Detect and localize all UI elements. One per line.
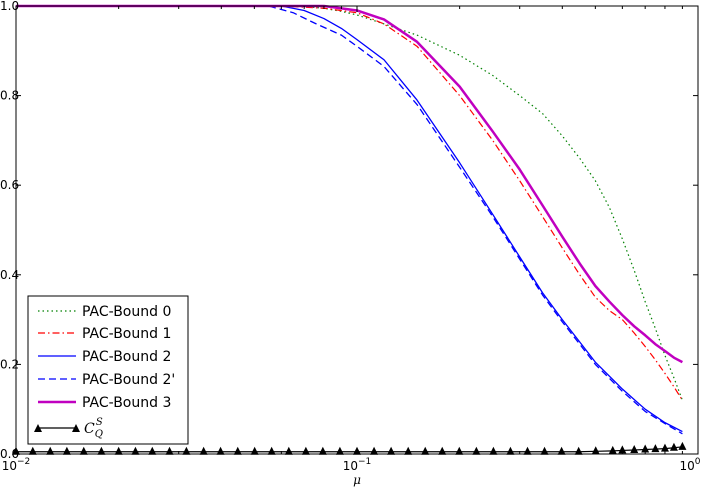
series-5-marker-35 (608, 445, 617, 454)
series-5-marker-32 (557, 446, 566, 455)
series-line-4 (16, 4, 683, 364)
series-5-marker-9 (165, 446, 174, 455)
series-5-marker-38 (641, 444, 650, 453)
series-5-marker-4 (79, 446, 88, 455)
legend-label-0: PAC-Bound 0 (82, 304, 171, 320)
series-5-marker-42 (678, 441, 687, 450)
series-5-marker-28 (489, 446, 498, 455)
cq-sub: Q (95, 429, 103, 440)
series-5-marker-31 (540, 446, 549, 455)
series-5-marker-12 (216, 446, 225, 455)
x-tick-label-1: 10−1 (343, 457, 372, 473)
y-tick-label-0: 0.0 (0, 447, 19, 461)
y-tick-label-3: 0.6 (0, 178, 19, 192)
legend-label-2: PAC-Bound 2 (82, 349, 171, 365)
y-tick-label-5: 1.0 (0, 0, 19, 13)
series-5-marker-2 (46, 446, 55, 455)
series-5-marker-29 (506, 446, 515, 455)
legend-label-5: CQS (84, 417, 103, 440)
series-5-marker-27 (472, 446, 481, 455)
series-5-marker-8 (148, 446, 157, 455)
series-line-3 (16, 5, 683, 435)
series-line-2 (16, 5, 683, 433)
legend-box (27, 295, 189, 445)
x-tick-label-2: 100 (679, 457, 700, 473)
series-5-marker-23 (404, 446, 413, 455)
series-5-marker-3 (62, 446, 71, 455)
series-5-marker-15 (267, 446, 276, 455)
legend-marker-5a (34, 424, 42, 432)
series-5-marker-24 (421, 446, 430, 455)
legend-label-1: PAC-Bound 1 (82, 326, 171, 342)
series-5-marker-41 (669, 442, 678, 451)
series-5-marker-11 (199, 446, 208, 455)
x-tick-label-0: 10−2 (2, 457, 31, 473)
series-5-marker-36 (618, 445, 627, 454)
legend-label-3: PAC-Bound 2' (82, 372, 175, 388)
y-tick-label-2: 0.4 (0, 268, 19, 282)
series-5-marker-26 (455, 446, 464, 455)
series-5-marker-22 (387, 446, 396, 455)
series-line-5 (16, 446, 683, 453)
legend-label-4: PAC-Bound 3 (82, 395, 171, 411)
series-5-marker-33 (574, 446, 583, 455)
series-5-marker-18 (318, 446, 327, 455)
y-tick-label-1: 0.2 (0, 357, 19, 371)
series-5-marker-19 (335, 446, 344, 455)
y-tick-label-4: 0.8 (0, 89, 19, 103)
series-5-marker-30 (523, 446, 532, 455)
series-5-marker-34 (591, 446, 600, 455)
series-5-marker-6 (114, 446, 123, 455)
series-5-marker-13 (233, 446, 242, 455)
cq-sup: S (96, 417, 103, 428)
series-5-marker-7 (131, 446, 140, 455)
series-5-marker-25 (438, 446, 447, 455)
plot-area (12, 4, 687, 455)
axes: 0.0 0.2 0.4 0.6 0.8 1.0 10−2 10−1 100 (0, 0, 701, 473)
series-line-1 (16, 5, 683, 401)
cq-base: C (84, 421, 95, 437)
legend-marker-5b (72, 424, 80, 432)
series-5-marker-14 (250, 446, 259, 455)
series-5-marker-21 (370, 446, 379, 455)
series-5-marker-5 (97, 446, 106, 455)
series-5-marker-16 (284, 446, 293, 455)
series-5-marker-40 (660, 443, 669, 452)
x-axis-label: μ (353, 473, 361, 487)
series-5-marker-37 (630, 444, 639, 453)
series-5-marker-39 (651, 444, 660, 453)
series-5-marker-10 (182, 446, 191, 455)
series-5-marker-1 (28, 446, 37, 455)
legend: PAC-Bound 0 PAC-Bound 1 PAC-Bound 2 PAC-… (27, 295, 189, 445)
